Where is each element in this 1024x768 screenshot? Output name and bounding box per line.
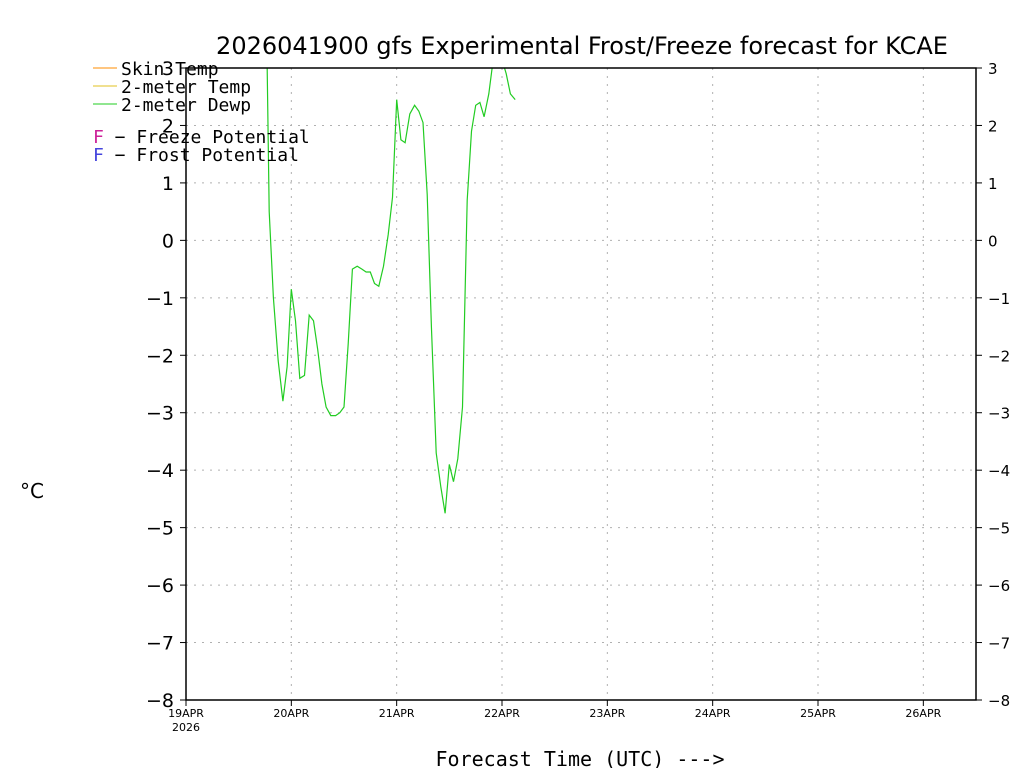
y-tick-label-right: 2 [988,117,998,135]
x-tick-label: 22APR [484,707,520,720]
x-tick-label: 24APR [695,707,731,720]
y-tick-label-right: −6 [988,577,1010,595]
x-tick-sublabel: 2026 [172,721,200,734]
y-tick-label-left: −5 [146,518,174,540]
x-tick-label: 21APR [379,707,415,720]
y-tick-label-left: 1 [162,173,174,195]
x-tick-label: 26APR [905,707,941,720]
chart-title: 2026041900 gfs Experimental Frost/Freeze… [216,32,948,60]
y-tick-label-right: 1 [988,175,998,193]
y-tick-label-right: −1 [988,290,1010,308]
legend-freeze-text: − Freeze Potential [104,127,310,148]
y-tick-label-left: −2 [146,345,174,367]
y-tick-label-right: −2 [988,347,1010,365]
x-tick-label: 25APR [800,707,836,720]
legend-freeze-marker: F − Freeze Potential [93,127,310,148]
y-tick-label-right: −3 [988,405,1010,423]
y-axis-label: °C [20,479,44,503]
y-tick-label-right: 3 [988,60,998,78]
y-tick-label-left: −3 [146,403,174,425]
x-tick-label: 19APR [168,707,204,720]
y-tick-label-right: 0 [988,232,998,250]
y-tick-label-left: −7 [146,633,174,655]
legend: Skin Temp 2-meter Temp 2-meter Dewp F − … [93,59,310,166]
legend-frost-text: − Frost Potential [104,145,299,166]
y-tick-label-right: −7 [988,635,1010,653]
y-tick-label-right: −5 [988,520,1010,538]
y-tick-label-left: −1 [146,288,174,310]
y-tick-label-left: 3 [162,58,174,80]
y-tick-label-left: −4 [146,460,174,482]
x-axis-label: Forecast Time (UTC) ---> [436,747,725,768]
series-line-2-meter-dewp [266,68,516,514]
legend-freeze-letter: F [93,127,104,148]
legend-label-2m-dewp: 2-meter Dewp [121,95,251,116]
grid [186,68,976,700]
legend-label-skin-temp: Skin Temp [121,59,219,80]
y-tick-label-left: 2 [162,115,174,137]
plot-frame [185,67,977,701]
axes: 3 3 2 2 1 1 0 0 −1 −1 −2 −2 −3 −3 −4 −4 −5 −5 −6 −6 −7 −7 −8 −8… [146,58,1010,734]
legend-label-2m-temp: 2-meter Temp [121,77,251,98]
y-tick-label-right: −4 [988,462,1010,480]
x-tick-label: 20APR [273,707,309,720]
y-tick-label-left: 0 [162,230,174,252]
series-layer [266,68,516,514]
y-tick-label-right: −8 [988,692,1010,710]
legend-frost-marker: F − Frost Potential [93,145,299,166]
y-tick-label-left: −8 [146,690,174,712]
x-tick-label: 23APR [589,707,625,720]
legend-frost-letter: F [93,145,104,166]
y-tick-label-left: −6 [146,575,174,597]
